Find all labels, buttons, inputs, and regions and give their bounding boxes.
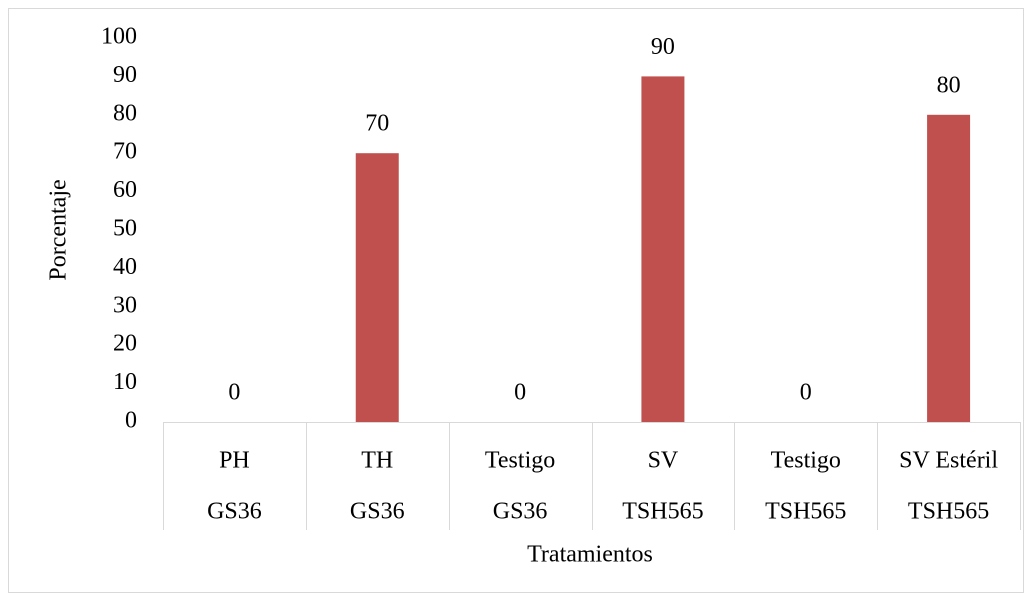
y-tick-label: 90 [113, 62, 137, 88]
data-label: 70 [365, 111, 389, 137]
y-tick-label: 30 [113, 292, 137, 318]
y-tick-label: 20 [113, 331, 137, 357]
y-tick-label: 40 [113, 254, 137, 280]
x-axis-title: Tratamientos [527, 542, 653, 568]
data-label: 0 [228, 380, 240, 406]
x-tick-label: Testigo [771, 448, 841, 474]
x-group-label: GS36 [207, 499, 262, 525]
bar [355, 153, 399, 422]
x-group-label: TSH565 [765, 499, 846, 525]
x-tick-label: SV [648, 448, 679, 474]
x-group-label: GS36 [350, 499, 405, 525]
x-group-label: GS36 [493, 499, 548, 525]
x-tick-label: PH [219, 448, 250, 474]
y-axis-title: Porcentaje [46, 179, 72, 280]
y-tick-label: 60 [113, 177, 137, 203]
x-group-label: TSH565 [908, 499, 989, 525]
data-label: 80 [937, 72, 961, 98]
x-group-label: TSH565 [622, 499, 703, 525]
y-tick-label: 80 [113, 100, 137, 126]
x-tick-label: SV Estéril [899, 448, 998, 474]
x-tick-label: TH [361, 448, 393, 474]
y-tick-label: 50 [113, 216, 137, 242]
data-label: 90 [651, 34, 675, 60]
bar [927, 114, 971, 423]
data-label: 0 [800, 380, 812, 406]
y-tick-label: 70 [113, 139, 137, 165]
y-tick-label: 0 [125, 408, 137, 434]
y-tick-label: 100 [101, 24, 137, 50]
chart-border [8, 8, 1024, 593]
bar [641, 76, 685, 423]
y-tick-label: 10 [113, 369, 137, 395]
data-label: 0 [514, 380, 526, 406]
x-tick-label: Testigo [485, 448, 555, 474]
